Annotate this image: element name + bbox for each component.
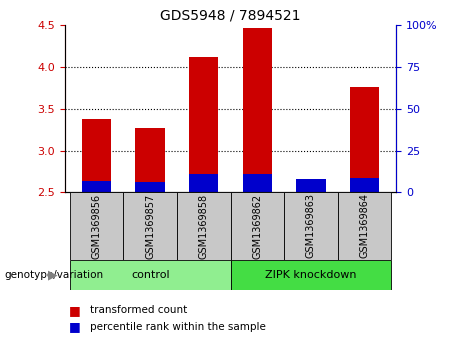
Text: ■: ■ [69,320,81,333]
Text: GSM1369856: GSM1369856 [92,193,102,258]
Bar [70,260,230,290]
Text: transformed count: transformed count [90,305,187,315]
Bar [349,178,379,192]
Text: percentile rank within the sample: percentile rank within the sample [90,322,266,332]
Text: GSM1369863: GSM1369863 [306,193,316,258]
Text: control: control [131,270,170,280]
Text: ZIPK knockdown: ZIPK knockdown [265,270,356,280]
Bar [82,119,112,192]
Bar [242,174,272,192]
Bar [124,192,177,260]
Bar [230,260,391,290]
Bar [177,192,230,260]
Bar [136,182,165,192]
Bar [136,128,165,192]
Text: GSM1369858: GSM1369858 [199,193,209,258]
Bar [296,182,325,192]
Text: genotype/variation: genotype/variation [5,270,104,280]
Bar [296,179,325,192]
Text: GSM1369864: GSM1369864 [359,193,369,258]
Bar [230,192,284,260]
Bar [242,28,272,192]
Bar [284,192,337,260]
Bar [82,181,112,192]
Text: GSM1369862: GSM1369862 [252,193,262,258]
Bar [70,192,124,260]
Text: GSM1369857: GSM1369857 [145,193,155,258]
Text: ■: ■ [69,304,81,317]
Bar [189,57,219,192]
Bar [349,87,379,192]
Bar [189,174,219,192]
Bar [337,192,391,260]
Title: GDS5948 / 7894521: GDS5948 / 7894521 [160,9,301,23]
Text: ▶: ▶ [48,269,58,281]
